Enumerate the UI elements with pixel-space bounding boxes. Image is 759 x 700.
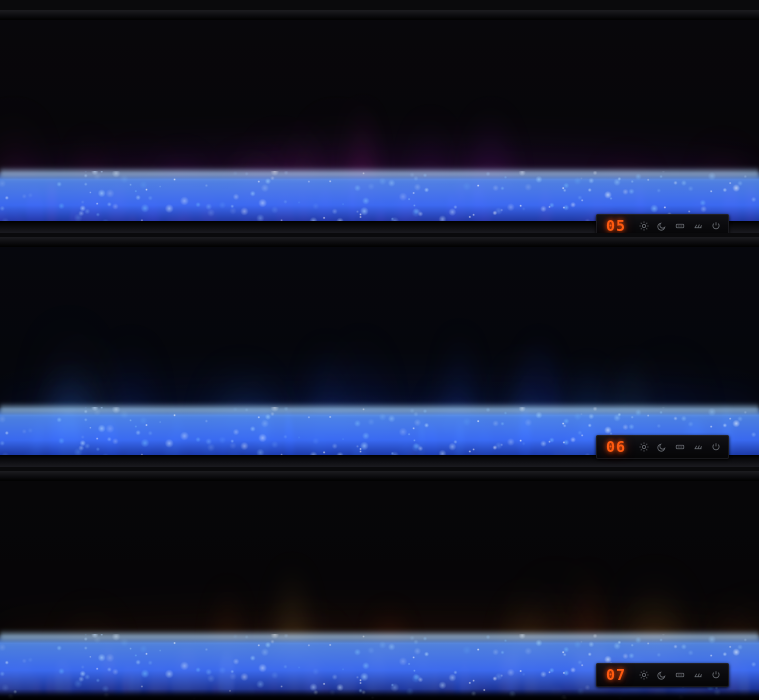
control-panel-1[interactable]: 05 bbox=[596, 214, 730, 233]
mode-display-2: 06 bbox=[606, 437, 627, 456]
mode-display-1: 05 bbox=[606, 216, 627, 233]
panel-frame-bottom bbox=[0, 455, 759, 467]
temperature-icon[interactable] bbox=[675, 221, 685, 231]
firebox-interior bbox=[0, 237, 759, 467]
timer-icon[interactable] bbox=[657, 221, 667, 231]
flame-brightness-icon[interactable] bbox=[639, 221, 649, 231]
control-icon-group bbox=[639, 442, 721, 452]
panel-frame-top bbox=[0, 237, 759, 247]
timer-icon[interactable] bbox=[657, 442, 667, 452]
temperature-icon[interactable] bbox=[675, 670, 685, 680]
heater-icon[interactable] bbox=[693, 442, 703, 452]
flame-brightness-icon[interactable] bbox=[639, 670, 649, 680]
mode-display-3: 07 bbox=[606, 665, 627, 684]
heater-icon[interactable] bbox=[693, 670, 703, 680]
panel-frame-top bbox=[0, 471, 759, 481]
panel-frame-bottom bbox=[0, 221, 759, 233]
fireplace-panel-amber: 07 bbox=[0, 471, 759, 700]
flame-brightness-icon[interactable] bbox=[639, 442, 649, 452]
temperature-icon[interactable] bbox=[675, 442, 685, 452]
ember-bed-shadow bbox=[0, 689, 759, 700]
panel-frame-top bbox=[0, 10, 759, 20]
control-panel-2[interactable]: 06 bbox=[596, 435, 730, 459]
power-icon[interactable] bbox=[711, 670, 721, 680]
power-icon[interactable] bbox=[711, 442, 721, 452]
control-icon-group bbox=[639, 221, 721, 231]
control-panel-3[interactable]: 07 bbox=[596, 663, 730, 687]
fireplace-panel-magenta: 05 bbox=[0, 10, 759, 233]
heater-icon[interactable] bbox=[693, 221, 703, 231]
control-icon-group bbox=[639, 670, 721, 680]
timer-icon[interactable] bbox=[657, 670, 667, 680]
firebox-interior bbox=[0, 10, 759, 233]
power-icon[interactable] bbox=[711, 221, 721, 231]
fireplace-panel-blue: 06 bbox=[0, 237, 759, 467]
